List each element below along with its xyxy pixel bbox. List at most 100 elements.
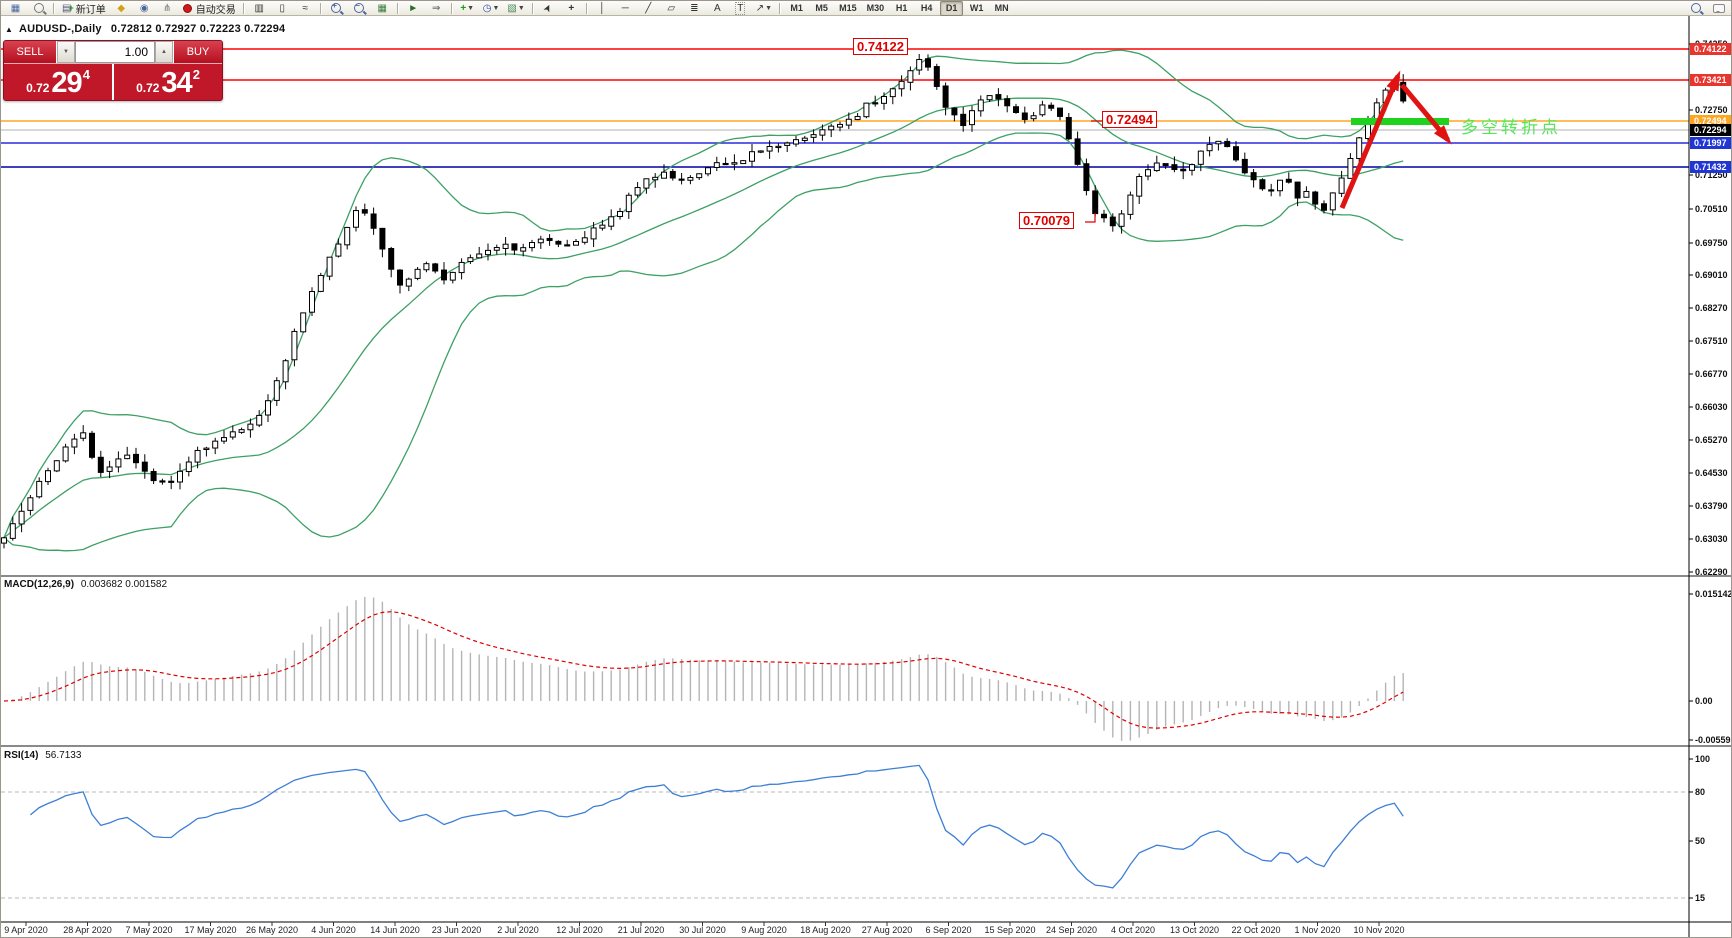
annotation-text[interactable]: 多空转折点 — [1461, 118, 1561, 137]
price-tick-label: 0.66030 — [1695, 402, 1728, 412]
tab-h4[interactable]: H4 — [920, 3, 933, 13]
arrows-tool-icon: ↗ — [755, 2, 765, 14]
new-order-icon: ▤ — [62, 2, 72, 14]
rsi-name: RSI(14) — [4, 750, 39, 761]
tile-windows-button[interactable]: ▦ — [372, 1, 393, 16]
toolbar-separator — [319, 2, 322, 14]
price-tick-label: 0.71250 — [1695, 170, 1728, 180]
periods-clock-icon: ◷ — [482, 2, 492, 14]
date-label: 26 May 2020 — [245, 925, 299, 935]
auto-scroll-button[interactable]: ► — [403, 1, 424, 16]
chart-area[interactable]: ▲ AUDUSD-,Daily 0.72812 0.72927 0.72223 … — [1, 16, 1732, 938]
rsi-tick-label: 15 — [1695, 893, 1706, 903]
price-tick-label: 0.65270 — [1695, 435, 1728, 445]
main-toolbar: ▦ ▤ + 新订单 ◆ ◉ ⋔ 自动交易 ▥ ▯ ≈ ▦ ► ⇒ +▼ ◷▼ ▧… — [1, 1, 1731, 16]
volume-input[interactable]: 1.00 — [75, 41, 155, 63]
fibonacci-tool-button[interactable]: ≣ — [684, 1, 705, 16]
tab-m15[interactable]: M15 — [839, 3, 857, 13]
chart-shift-button[interactable]: ⇒ — [426, 1, 447, 16]
date-label: 9 Apr 2020 — [4, 925, 48, 935]
date-label: 18 Aug 2020 — [800, 925, 851, 935]
crosshair-icon: + — [568, 2, 575, 14]
volume-down-button[interactable]: ▼ — [57, 41, 75, 63]
arrows-tool-dropdown[interactable]: ↗ ▼ — [753, 1, 775, 16]
tab-d1[interactable]: D1 — [940, 1, 964, 16]
date-label: 7 May 2020 — [125, 925, 173, 935]
hline-tool-button[interactable]: ─ — [615, 1, 636, 16]
tab-w1[interactable]: W1 — [969, 3, 984, 13]
tab-m1[interactable]: M1 — [790, 3, 803, 13]
zoom-out-icon — [354, 1, 365, 13]
toolbar-separator — [242, 2, 245, 14]
label-tool-icon: T — [735, 1, 746, 15]
channel-tool-button[interactable]: ▱ — [661, 1, 682, 16]
sell-price-sup: 4 — [82, 67, 90, 82]
buy-price-display[interactable]: 0.72 34 2 — [114, 64, 222, 100]
chat-icon — [1712, 3, 1725, 13]
cursor-button[interactable]: ➤ — [538, 1, 559, 16]
buy-price-sup: 2 — [192, 67, 200, 82]
tab-mn[interactable]: MN — [994, 3, 1009, 13]
price-tick-label: 0.63790 — [1695, 501, 1728, 511]
price-axis-badge: 0.73421 — [1690, 74, 1731, 86]
chevron-down-icon: ▼ — [517, 4, 525, 12]
bar-chart-button[interactable]: ▥ — [249, 1, 270, 16]
channel-icon: ▱ — [667, 2, 676, 14]
new-order-label: 新订单 — [75, 4, 106, 16]
volume-up-button[interactable]: ▲ — [155, 41, 173, 63]
new-order-button[interactable]: ▤ + 新订单 — [59, 1, 109, 16]
date-label: 9 Aug 2020 — [741, 925, 787, 935]
symbol-marker-icon: ▲ — [5, 25, 14, 34]
line-chart-button[interactable]: ≈ — [295, 1, 316, 16]
chevron-down-icon: ▼ — [492, 4, 500, 12]
date-label: 12 Jul 2020 — [556, 925, 603, 935]
tab-h1[interactable]: H1 — [895, 3, 908, 13]
new-chart-button[interactable]: ▦ — [5, 1, 26, 16]
zoom-out-button[interactable] — [349, 1, 370, 16]
candle-chart-icon: ▯ — [279, 2, 285, 14]
text-tool-button[interactable]: A — [707, 1, 728, 16]
ohlc-values: 0.72812 0.72927 0.72223 0.72294 — [110, 23, 286, 35]
chat-button[interactable] — [1708, 1, 1729, 16]
auto-scroll-icon: ► — [408, 2, 419, 14]
rsi-label: RSI(14) 56.7133 — [4, 750, 81, 761]
plus-icon: + — [68, 3, 74, 13]
buy-price-big: 34 — [161, 67, 192, 99]
sell-button[interactable]: SELL — [4, 41, 56, 63]
buy-button[interactable]: BUY — [174, 41, 222, 63]
terminal-icon: ◉ — [139, 2, 149, 14]
trendline-tool-button[interactable]: ╱ — [638, 1, 659, 16]
price-chart-canvas[interactable] — [1, 16, 1732, 938]
candle-chart-button[interactable]: ▯ — [272, 1, 293, 16]
symbol-period-label: AUDUSD-,Daily — [18, 23, 102, 35]
pivot-label-072494[interactable]: 0.72494 — [1102, 111, 1157, 128]
zoom-in-button[interactable] — [326, 1, 347, 16]
autotrading-button[interactable]: 自动交易 — [180, 1, 239, 16]
label-tool-button[interactable]: T — [730, 1, 751, 16]
date-label: 17 May 2020 — [184, 925, 237, 935]
metaeditor-button[interactable]: ◆ — [111, 1, 132, 16]
tab-m30[interactable]: M30 — [866, 3, 885, 13]
search-button[interactable] — [1685, 1, 1706, 16]
templates-dropdown[interactable]: ▧ ▼ — [504, 1, 527, 16]
periods-dropdown[interactable]: ◷ ▼ — [480, 1, 503, 16]
toolbar-separator — [531, 2, 534, 14]
terminal-button[interactable]: ◉ — [134, 1, 155, 16]
signals-button[interactable]: ⋔ — [157, 1, 178, 16]
date-label: 23 Jun 2020 — [431, 925, 482, 935]
resistance-label-074122[interactable]: 0.74122 — [853, 38, 908, 55]
rsi-tick-label: 100 — [1695, 754, 1711, 764]
sell-price-prefix: 0.72 — [26, 81, 50, 95]
sell-price-display[interactable]: 0.72 29 4 — [4, 64, 114, 100]
price-tick-label: 0.66770 — [1695, 369, 1728, 379]
indicators-icon: + — [460, 2, 467, 14]
vline-tool-button[interactable]: │ — [592, 1, 613, 16]
support-label-070079[interactable]: 0.70079 — [1019, 212, 1074, 229]
metaeditor-icon: ◆ — [117, 2, 126, 14]
crosshair-button[interactable]: + — [561, 1, 582, 16]
profiles-button[interactable] — [28, 1, 49, 16]
tab-m5[interactable]: M5 — [815, 3, 828, 13]
buy-price-prefix: 0.72 — [136, 81, 160, 95]
indicators-dropdown[interactable]: + ▼ — [457, 1, 478, 16]
